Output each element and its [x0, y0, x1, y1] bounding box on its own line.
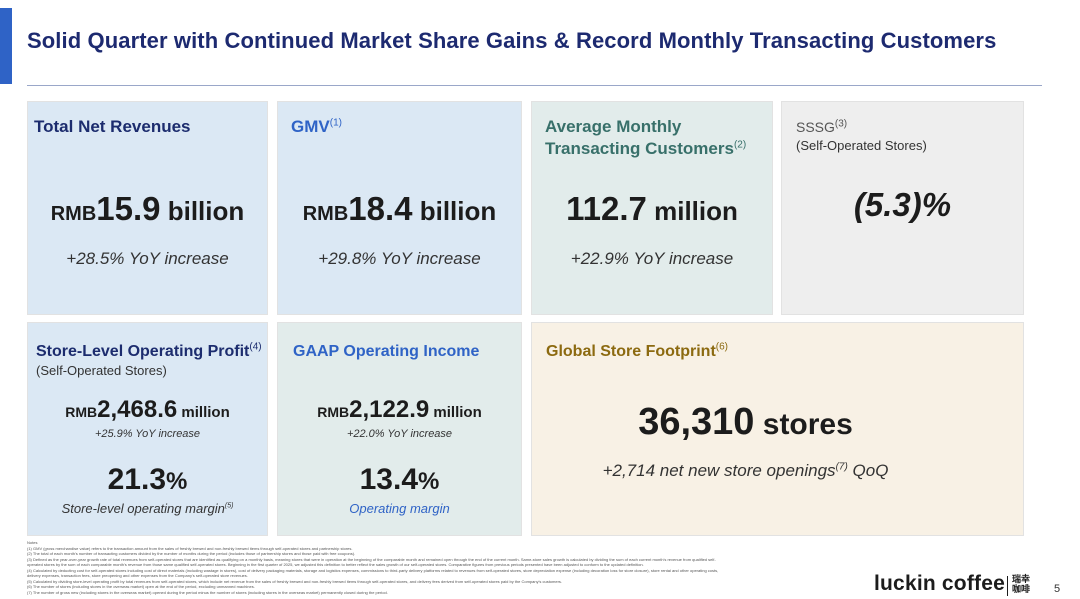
card-title: Total Net Revenues	[34, 117, 191, 136]
sssg-card: SSSG(3) (Self-Operated Stores) (5.3)%	[781, 101, 1024, 315]
store-margin-value: 21.3%	[107, 463, 188, 496]
card-title: Average Monthly Transacting Customers(2)	[545, 117, 747, 158]
footnote-line: (1) GMV (gross merchandise value) refers…	[27, 545, 353, 551]
logo-divider	[1007, 576, 1008, 596]
mtc-growth: +22.9% YoY increase	[570, 249, 734, 268]
store-count-value: 36,310 stores	[638, 401, 853, 443]
card-title: Store-Level Operating Profit(4)	[36, 341, 262, 360]
footnote-line: (7) The number of gross new (including s…	[27, 589, 388, 595]
footnote-line: (4) Calculated by deducting cost for sel…	[27, 567, 719, 573]
footnote-line: (2) The total of each month's number of …	[27, 551, 356, 556]
footnote-line: (6) The number of stores (including stor…	[27, 584, 255, 589]
store-profit-growth: +25.9% YoY increase	[94, 428, 201, 440]
card-subtitle: (Self-Operated Stores)	[796, 138, 927, 153]
mtc-value: 112.7 million	[566, 190, 738, 227]
revenue-value: RMB15.9 billion	[50, 190, 245, 227]
card-title: Global Store Footprint(6)	[546, 341, 728, 360]
gmv-card: GMV(1) RMB18.4 billion +29.8% YoY increa…	[277, 101, 522, 315]
gaap-margin-value: 13.4%	[359, 463, 440, 496]
total-net-revenues-card: Total Net Revenues RMB15.9 billion +28.5…	[27, 101, 268, 315]
footnote-line: (3) Defined as the year-over-year growth…	[27, 556, 716, 562]
footnotes: Notes (1) GMV (gross merchandise value) …	[27, 540, 857, 595]
revenue-growth: +28.5% YoY increase	[66, 249, 229, 268]
footnote-line: Notes	[27, 540, 38, 545]
footnote-line: operated stores by the sum of each compa…	[27, 562, 644, 567]
card-title: SSSG(3)	[796, 118, 848, 135]
store-level-profit-card: Store-Level Operating Profit(4) (Self-Op…	[27, 322, 268, 536]
store-profit-value: RMB2,468.6 million	[65, 396, 230, 423]
global-store-footprint-card: Global Store Footprint(6) 36,310 stores …	[531, 322, 1024, 536]
page-number: 5	[1054, 583, 1061, 595]
gaap-growth: +22.0% YoY increase	[346, 428, 453, 440]
page-title: Solid Quarter with Continued Market Shar…	[27, 28, 997, 53]
card-title: GAAP Operating Income	[293, 343, 480, 360]
sssg-value: (5.3)%	[853, 186, 952, 223]
card-subtitle: (Self-Operated Stores)	[36, 363, 167, 378]
gmv-value: RMB18.4 billion	[302, 190, 497, 227]
gmv-growth: +29.8% YoY increase	[318, 249, 481, 268]
title-divider	[27, 85, 1042, 86]
luckin-coffee-logo: luckin coffee	[874, 572, 1005, 595]
accent-bar	[0, 8, 12, 84]
card-title: GMV(1)	[291, 117, 342, 136]
gaap-margin-caption: Operating margin	[349, 501, 450, 516]
logo-chinese-text: 瑞幸 咖啡	[1012, 574, 1031, 594]
monthly-transacting-customers-card: Average Monthly Transacting Customers(2)…	[531, 101, 773, 315]
store-margin-caption: Store-level operating margin(5)	[61, 501, 234, 516]
gaap-operating-income-card: GAAP Operating Income RMB2,122.9 million…	[277, 322, 522, 536]
gaap-value: RMB2,122.9 million	[317, 396, 482, 423]
footnote-line: (5) Calculated by dividing store-level o…	[27, 578, 563, 584]
footnote-line: delivery expenses, transaction fees, sto…	[27, 573, 248, 578]
net-new-stores-caption: +2,714 net new store openings(7) QoQ	[602, 461, 889, 480]
